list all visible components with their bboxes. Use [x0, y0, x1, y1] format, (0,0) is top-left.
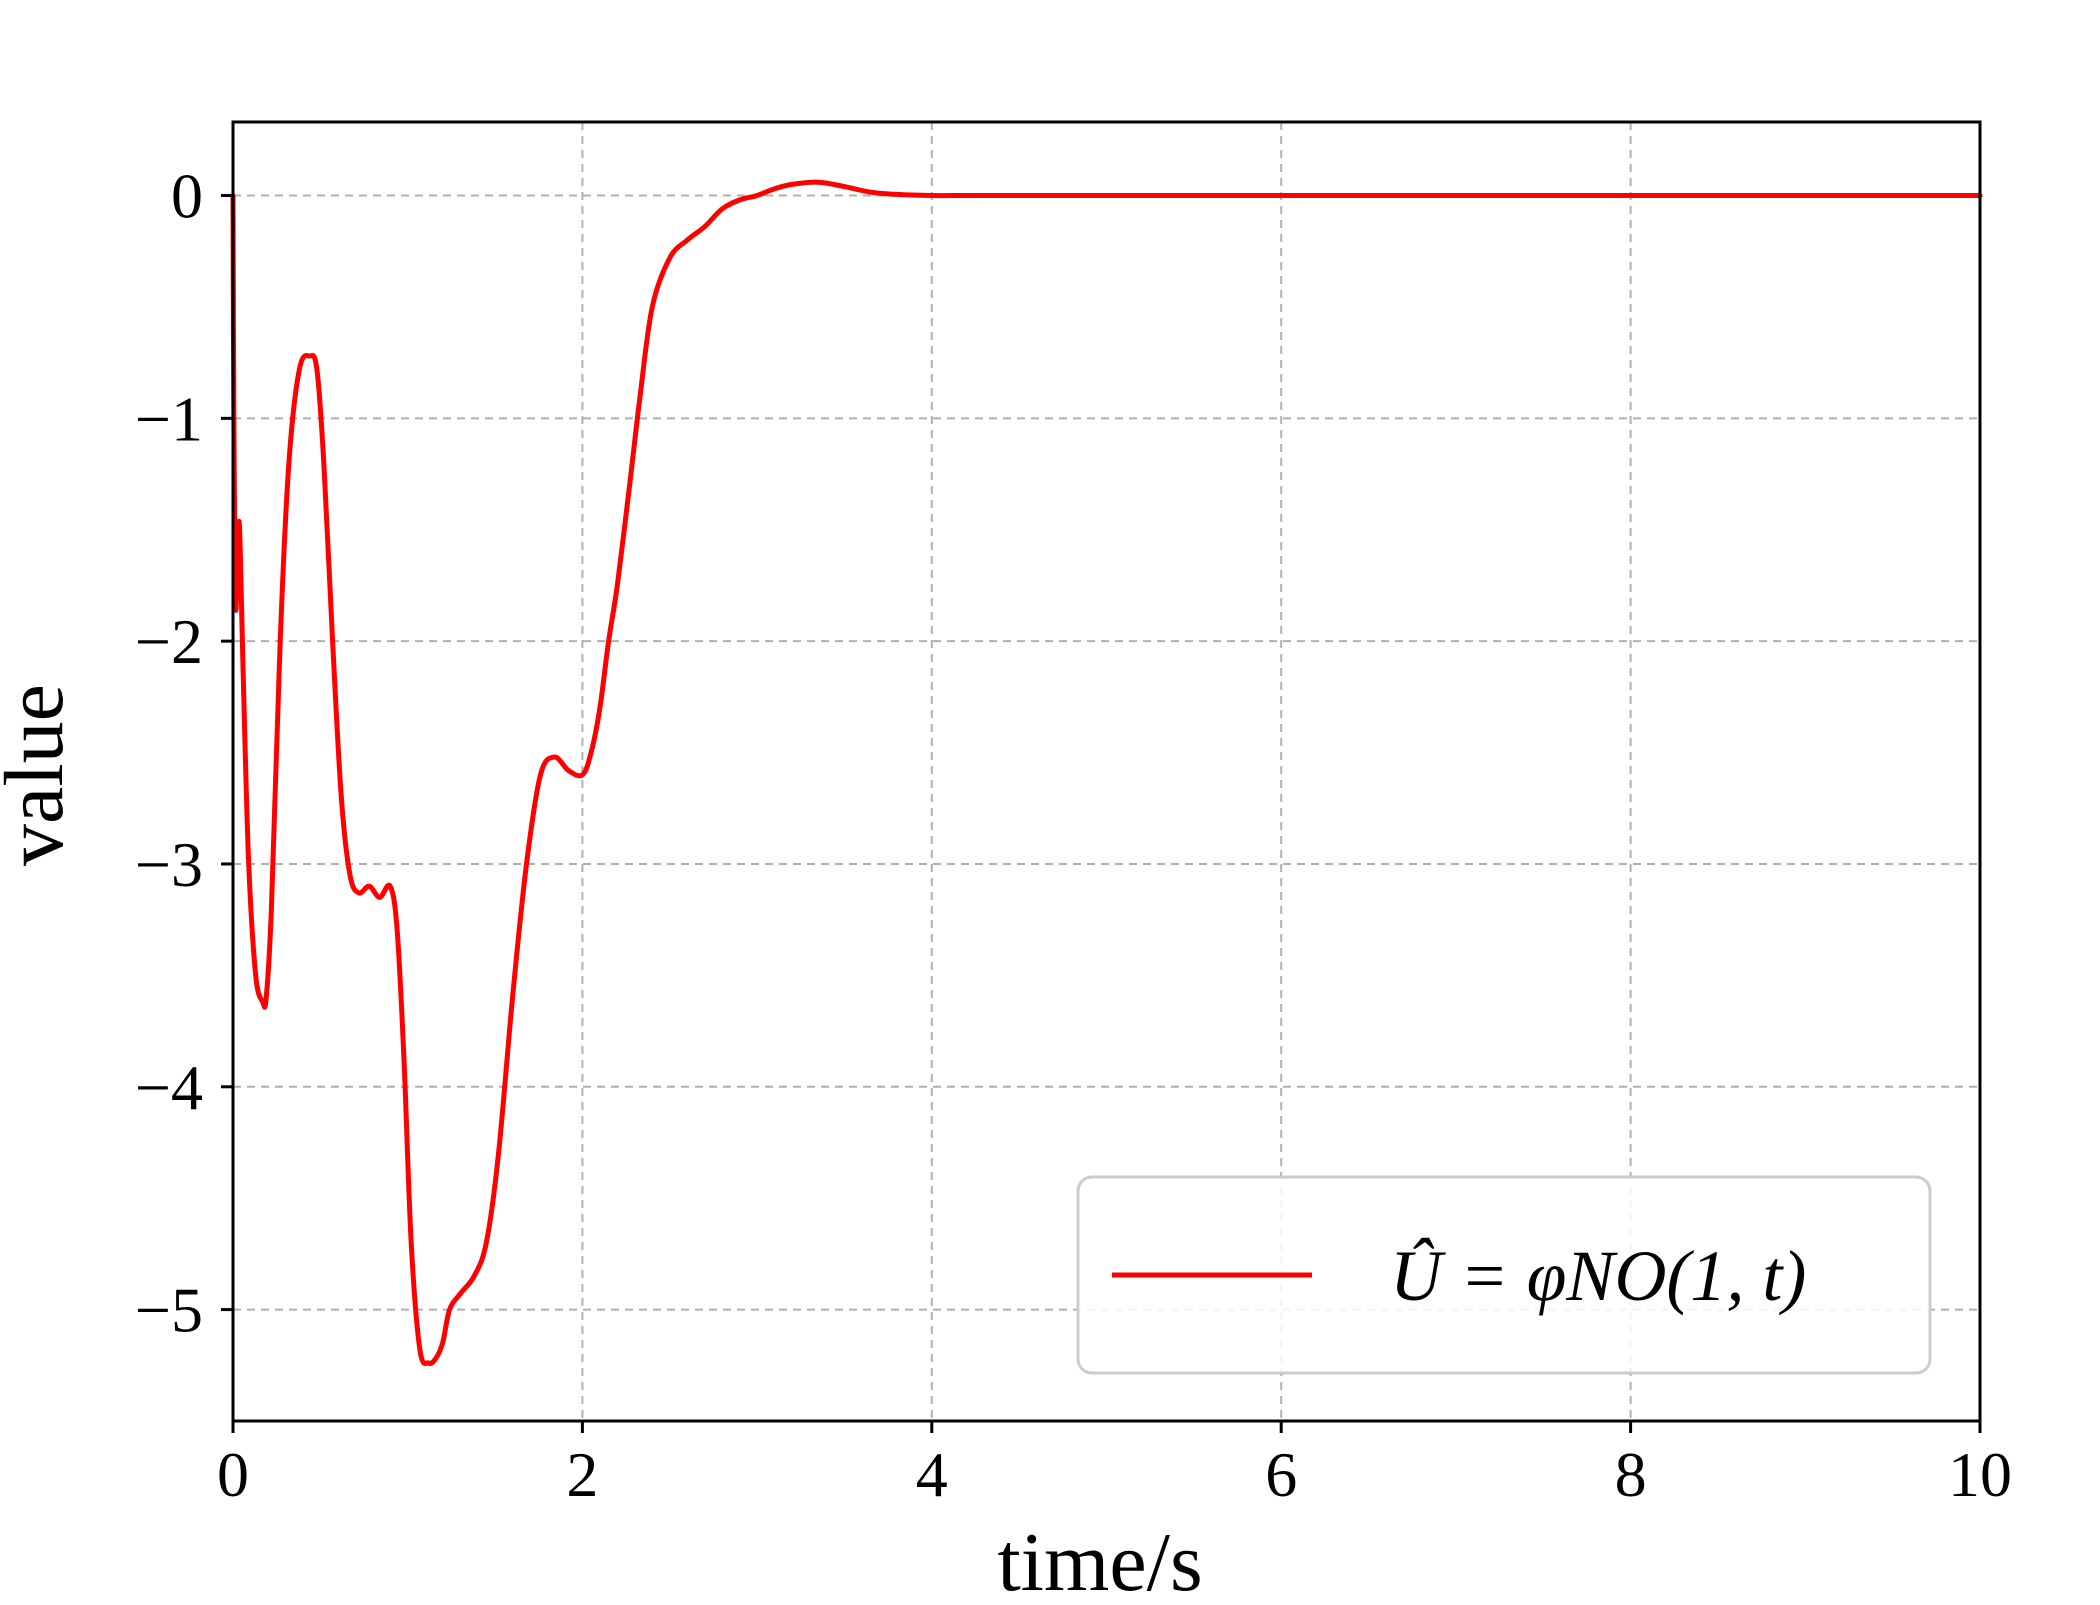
y-tick-label: −3 — [135, 829, 203, 900]
y-axis-label: value — [0, 684, 81, 866]
legend: Û = φNO(1, t) — [1076, 1175, 1932, 1375]
y-tick-label: −2 — [135, 606, 203, 677]
plot-frame — [231, 120, 1982, 1423]
legend-label: Û = φNO(1, t) — [1390, 1236, 1806, 1316]
y-tick-label: −4 — [135, 1052, 203, 1123]
y-tick-label: 0 — [171, 161, 203, 232]
y-tick-label: −1 — [135, 383, 203, 454]
ticks: 0 2 4 6 8 10 0 −1 −2 −3 −4 −5 — [135, 161, 2012, 1510]
x-tick-label: 4 — [916, 1439, 948, 1510]
x-tick-label: 10 — [1948, 1439, 2012, 1510]
series-layer — [230, 179, 1983, 1367]
x-tick-label: 8 — [1615, 1439, 1647, 1510]
y-tick-label: −5 — [135, 1275, 203, 1346]
series-line — [230, 179, 1983, 1367]
x-tick-label: 2 — [566, 1439, 598, 1510]
x-tick-label: 6 — [1265, 1439, 1297, 1510]
legend-box — [1076, 1175, 1932, 1375]
x-tick-label: 0 — [217, 1439, 249, 1510]
x-axis-label: time/s — [997, 1516, 1202, 1600]
